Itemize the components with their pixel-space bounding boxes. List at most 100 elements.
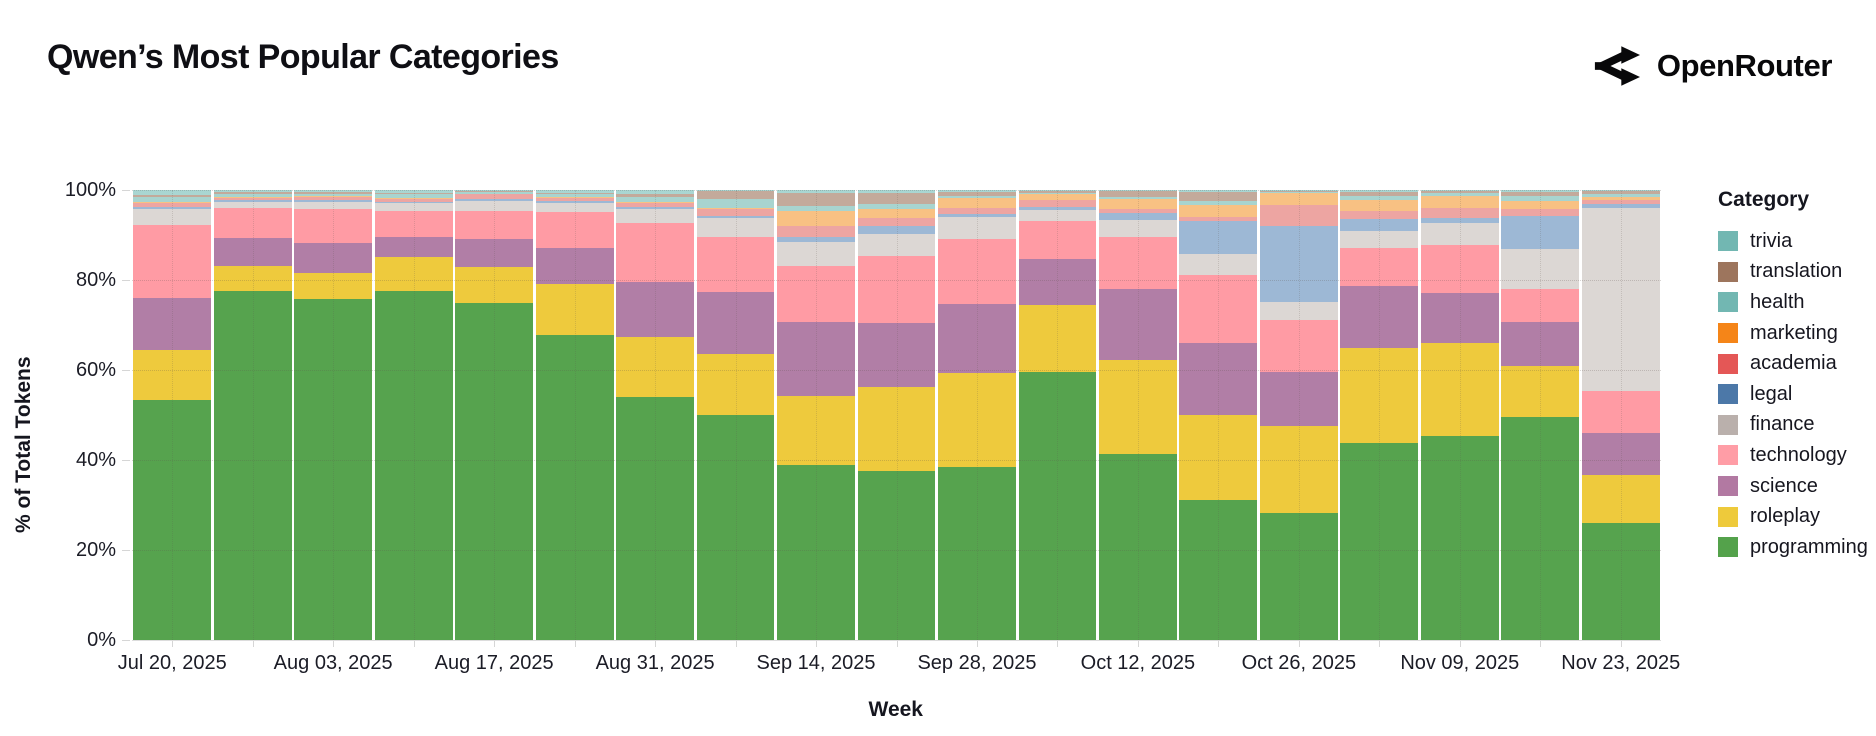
- bar-segment-technology: [616, 223, 694, 282]
- bar-segment-translation: [696, 191, 775, 199]
- bar-segment-academia: [1098, 209, 1177, 213]
- bar-week-2: [213, 190, 292, 640]
- bar-segment-marketing: [696, 208, 775, 210]
- bar-week-11: [938, 190, 1016, 640]
- bar-segment-programming: [1098, 454, 1177, 640]
- bar-segment-academia: [1420, 208, 1499, 218]
- bar-segment-marketing: [1179, 204, 1258, 217]
- bar-week-7: [616, 190, 694, 640]
- x-tick-label: Nov 23, 2025: [1561, 652, 1681, 674]
- bar-segment-academia: [1501, 209, 1580, 217]
- bar-segment-programming: [1018, 371, 1097, 640]
- bar-segment-legal: [938, 213, 1016, 218]
- bar-segment-health: [455, 191, 534, 194]
- bar-segment-academia: [1179, 216, 1258, 222]
- bar-segment-trivia: [1420, 190, 1499, 192]
- bar-segment-science: [133, 297, 212, 351]
- bar-segment-programming: [535, 335, 614, 640]
- bar-segment-science: [455, 239, 534, 268]
- legend-item-health: health: [1718, 287, 1868, 318]
- legend-swatch-programming: [1718, 537, 1738, 558]
- bar-segment-translation: [1098, 190, 1177, 198]
- legend-item-academia: academia: [1718, 348, 1868, 379]
- bar-segment-science: [1340, 285, 1419, 349]
- bar-segment-roleplay: [294, 273, 373, 300]
- x-tick-mark: [655, 641, 657, 647]
- legend-label: science: [1750, 474, 1818, 497]
- x-tick-mark: [1218, 641, 1220, 647]
- bar-segment-technology: [1098, 237, 1177, 290]
- bar-segment-roleplay: [1018, 305, 1097, 372]
- legend-swatch-finance: [1718, 414, 1738, 435]
- bar-segment-science: [1581, 433, 1660, 475]
- legend-label: marketing: [1750, 321, 1838, 344]
- y-tick-mark: [122, 550, 130, 551]
- bar-segment-finance: [1340, 230, 1419, 249]
- bar-segment-science: [1259, 372, 1338, 426]
- bar-segment-roleplay: [696, 353, 775, 415]
- bar-segment-academia: [777, 225, 855, 238]
- bar-segment-roleplay: [1179, 414, 1258, 501]
- bar-segment-legal: [1420, 217, 1499, 223]
- bar-segment-technology: [696, 237, 775, 292]
- bar-segment-roleplay: [1259, 425, 1338, 514]
- bar-segment-health: [294, 193, 373, 197]
- legend-swatch-science: [1718, 476, 1738, 497]
- y-tick-label: 20%: [75, 539, 116, 561]
- bar-segment-science: [213, 237, 292, 266]
- bar-segment-roleplay: [1340, 348, 1419, 444]
- y-tick-mark: [122, 370, 130, 371]
- bar-segment-technology: [938, 239, 1016, 305]
- bar-segment-health: [696, 198, 775, 209]
- bar-segment-programming: [374, 290, 453, 640]
- legend-label: trivia: [1750, 229, 1793, 252]
- bar-segment-roleplay: [857, 386, 936, 471]
- bar-segment-trivia: [1581, 190, 1660, 192]
- legend-label: finance: [1750, 413, 1815, 436]
- bar-segment-finance: [1581, 208, 1660, 391]
- legend-label: programming: [1750, 535, 1868, 558]
- x-axis-line: [132, 640, 1661, 641]
- bar-segment-translation: [455, 190, 534, 192]
- bar-segment-marketing: [1581, 197, 1660, 201]
- bar-segment-programming: [696, 414, 775, 640]
- bar-segment-translation: [1501, 192, 1580, 196]
- bar-segment-science: [294, 243, 373, 274]
- bar-week-6: [535, 190, 614, 640]
- bar-segment-programming: [294, 299, 373, 640]
- x-tick-mark: [1298, 641, 1300, 647]
- legend-item-technology: technology: [1718, 440, 1868, 471]
- bar-segment-science: [535, 248, 614, 284]
- x-tick-mark: [172, 641, 174, 647]
- bar-segment-academia: [938, 207, 1016, 214]
- bar-segment-legal: [1340, 218, 1419, 231]
- bar-segment-health: [535, 193, 614, 198]
- bar-segment-technology: [1340, 248, 1419, 286]
- bar-segment-academia: [133, 202, 212, 208]
- bar-segment-finance: [777, 241, 855, 266]
- bar-segment-programming: [1581, 523, 1660, 640]
- bar-segment-academia: [455, 194, 534, 199]
- legend-item-finance: finance: [1718, 410, 1868, 441]
- bar-segment-finance: [133, 208, 212, 226]
- legend-label: academia: [1750, 352, 1837, 375]
- bar-segment-marketing: [857, 209, 936, 219]
- bar-segment-technology: [1259, 319, 1338, 373]
- legend-swatch-technology: [1718, 445, 1738, 466]
- bar-segment-technology: [455, 210, 534, 240]
- bar-segment-technology: [777, 265, 855, 322]
- bar-segment-marketing: [133, 201, 212, 203]
- x-tick-label: Jul 20, 2025: [117, 652, 227, 674]
- bar-segment-translation: [213, 192, 292, 195]
- bar-segment-programming: [1340, 443, 1419, 640]
- bar-segment-academia: [616, 203, 694, 207]
- bar-segment-translation: [1179, 192, 1258, 202]
- bar-segment-roleplay: [374, 256, 453, 291]
- bar-segment-finance: [857, 234, 936, 257]
- x-tick-label: Aug 17, 2025: [434, 652, 554, 674]
- bar-segment-legal: [133, 207, 212, 209]
- x-tick-mark: [1379, 641, 1381, 647]
- bar-segment-finance: [294, 201, 373, 210]
- bar-week-8: [696, 190, 775, 640]
